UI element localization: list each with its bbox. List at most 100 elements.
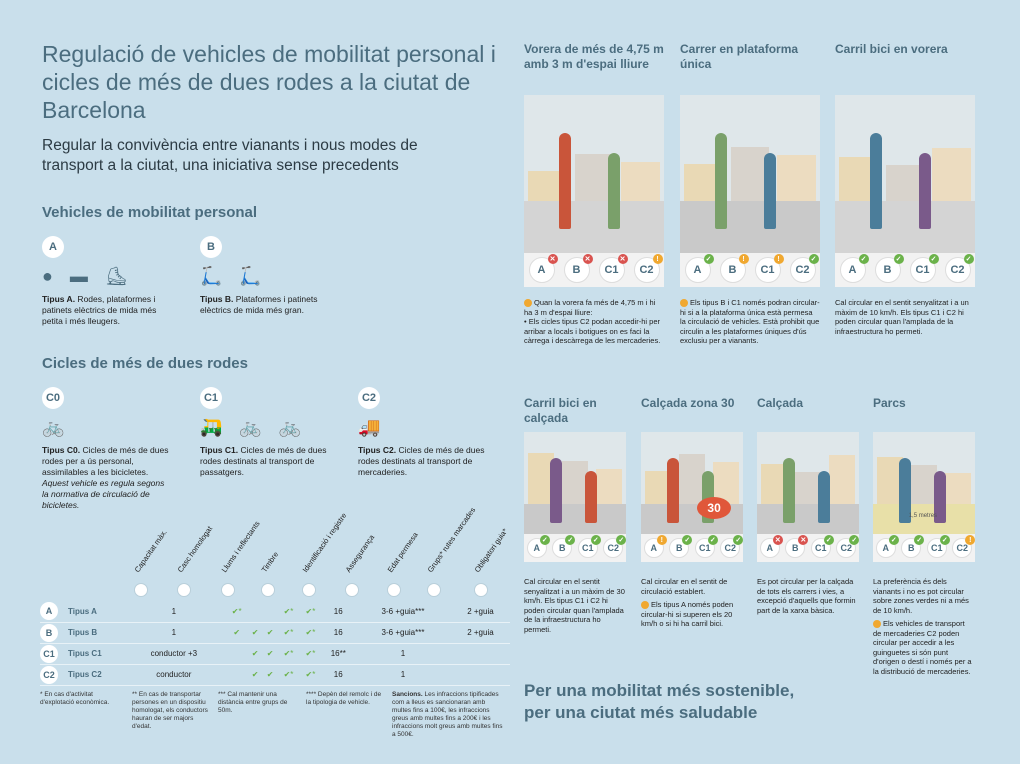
table-cell: 3-6 +guia***	[355, 622, 451, 644]
table-cell: ✔*	[225, 601, 248, 623]
check-icon: ✓	[733, 535, 743, 545]
table-cell: ✔	[247, 622, 263, 644]
badge-B: B ✓	[874, 254, 904, 283]
badge-label: B	[883, 264, 892, 276]
person-figure	[870, 133, 882, 230]
building	[562, 460, 588, 504]
check-icon: ✓	[888, 535, 899, 545]
check-icon: ✓	[914, 535, 925, 545]
scene-rule: La preferència és dels vianants i no es …	[873, 577, 969, 615]
table-cell: 1	[122, 622, 226, 644]
table-cell: ✔*	[277, 643, 300, 665]
table-cell: 16	[321, 622, 356, 644]
type-name: Tipus A.	[42, 294, 76, 304]
warning-icon: !	[738, 254, 749, 264]
check-icon: ✓	[928, 254, 939, 264]
type-C0: C0 🚲 Tipus C0. Cicles de més de dues rodes…	[42, 387, 172, 511]
page-title: Regulació de vehicles de mobilitat perso…	[42, 41, 496, 123]
cross-icon: ✕	[617, 254, 628, 264]
person-figure	[585, 471, 598, 523]
person-figure	[898, 458, 911, 523]
sanctions-text: Les infraccions tipificades com a lleus …	[392, 691, 503, 738]
scene-rule: Cal circular en el sentit de circulació …	[641, 577, 728, 596]
scene-illustration: A ✓ B ✓ C1 ✓ C2 ✓	[835, 95, 975, 287]
type-code-badge: B	[200, 236, 222, 258]
building	[932, 147, 971, 201]
check-icon: ✓	[703, 254, 714, 264]
badge-label: A	[537, 264, 546, 276]
badge-C2: C2 ✓	[836, 535, 859, 558]
type-code-badge: A	[42, 236, 64, 258]
building	[713, 461, 739, 504]
table-cell: ✔*	[277, 664, 300, 686]
cross-icon: ✕	[798, 535, 809, 545]
type-description: Tipus C1. Cicles de més de dues rodes de…	[200, 445, 330, 478]
check-icon: ✓	[893, 254, 904, 264]
badge-C2: C2!	[952, 535, 975, 558]
light-icon	[221, 583, 235, 597]
table-row: C2 Tipus C2 conductor ✔ ✔ ✔* ✔* 16 1	[40, 664, 510, 686]
badge-C1: C1!	[754, 254, 784, 283]
badge-C2: C2!	[633, 254, 663, 283]
row-label: Tipus C1	[62, 643, 122, 665]
cross-icon: ✕	[547, 254, 558, 264]
scene-note: La preferència és dels vianants i no es …	[873, 577, 975, 676]
scene-rule-text: Es pot circular per la calçada de tots e…	[757, 577, 856, 615]
building	[795, 471, 821, 504]
table-cell: ✔	[262, 622, 278, 644]
badge-C1: C1 ✓	[909, 254, 939, 283]
scene-note: Cal circular en el sentit senyalitzat i …	[835, 298, 975, 336]
badge-C1: C1 ✓	[577, 535, 601, 558]
scene-illustration: A ✓ B ✓ C1 ✓ C2 ✓	[524, 432, 626, 562]
badge-label: C2	[795, 264, 810, 276]
check-icon: ✓	[858, 254, 869, 264]
person-figure	[782, 458, 795, 523]
check-icon: ✓	[682, 535, 693, 545]
row-code: A	[40, 602, 58, 621]
building	[945, 472, 971, 504]
badge-label: A	[766, 543, 774, 553]
table-cell: ✔*	[299, 664, 322, 686]
person-figure	[549, 458, 562, 523]
table-cell	[262, 601, 278, 623]
helmet-icon	[177, 583, 191, 597]
badge-label: A	[693, 264, 702, 276]
vmp-heading: Vehicles de mobilitat personal	[42, 204, 258, 221]
person-figure	[666, 458, 679, 523]
type-note: Aquest vehicle es regula segons la norma…	[42, 478, 165, 510]
footnote: * En cas d'activitat d'explotació econòm…	[40, 691, 110, 706]
scene-title: Carrer en plataforma única	[680, 42, 799, 71]
tagline: Per una mobilitat més sostenible, per un…	[524, 681, 795, 722]
badge-A: A ✓	[684, 254, 714, 283]
badge-B: B ✓	[669, 535, 693, 558]
vmp-section: A ● ▬ ⛸ Tipus A. Rodes, plataformes i pati…	[42, 236, 382, 336]
badge-C1: C1 ✓	[810, 535, 834, 558]
check-icon: ✓	[539, 535, 550, 545]
badge-C1: C1 ✓	[926, 535, 950, 558]
badge-label: C1	[814, 543, 827, 553]
badge-label: A	[650, 543, 658, 553]
shield-icon	[345, 583, 359, 597]
type-text: Cicles de més de dues rodes destinats al…	[200, 445, 327, 477]
type-code-badge: C2	[358, 387, 380, 409]
distance-label: 1,5 metres	[908, 512, 938, 519]
warning-icon	[641, 601, 649, 610]
table-cell: 16	[321, 664, 356, 686]
row-code: B	[40, 623, 58, 642]
vehicle-badges: A ✓ B ✓ C1 ✓ C2 ✓	[524, 534, 626, 562]
building	[679, 453, 705, 504]
badge-label: C1	[760, 264, 775, 276]
table-row: C1 Tipus C1 conductor +3 ✔ ✔ ✔* ✔* 16** 1	[40, 643, 510, 665]
badge-label: C2	[956, 543, 968, 553]
building	[730, 146, 770, 201]
badge-label: B	[676, 543, 683, 553]
table-cell: 3-6 +guia***	[355, 601, 451, 623]
building	[911, 464, 937, 504]
warning-icon: !	[652, 254, 663, 264]
vehicle-badges: A ✓ B ✓ C1 ✓ C2 ✓	[835, 253, 975, 287]
type-code-badge: C0	[42, 387, 64, 409]
table-cell: ✔	[262, 664, 278, 686]
vehicle-icons: 🛴 🛴	[200, 266, 268, 286]
badge-label: C1	[698, 543, 711, 553]
scene-title: Carril bici en vorera	[835, 42, 948, 56]
